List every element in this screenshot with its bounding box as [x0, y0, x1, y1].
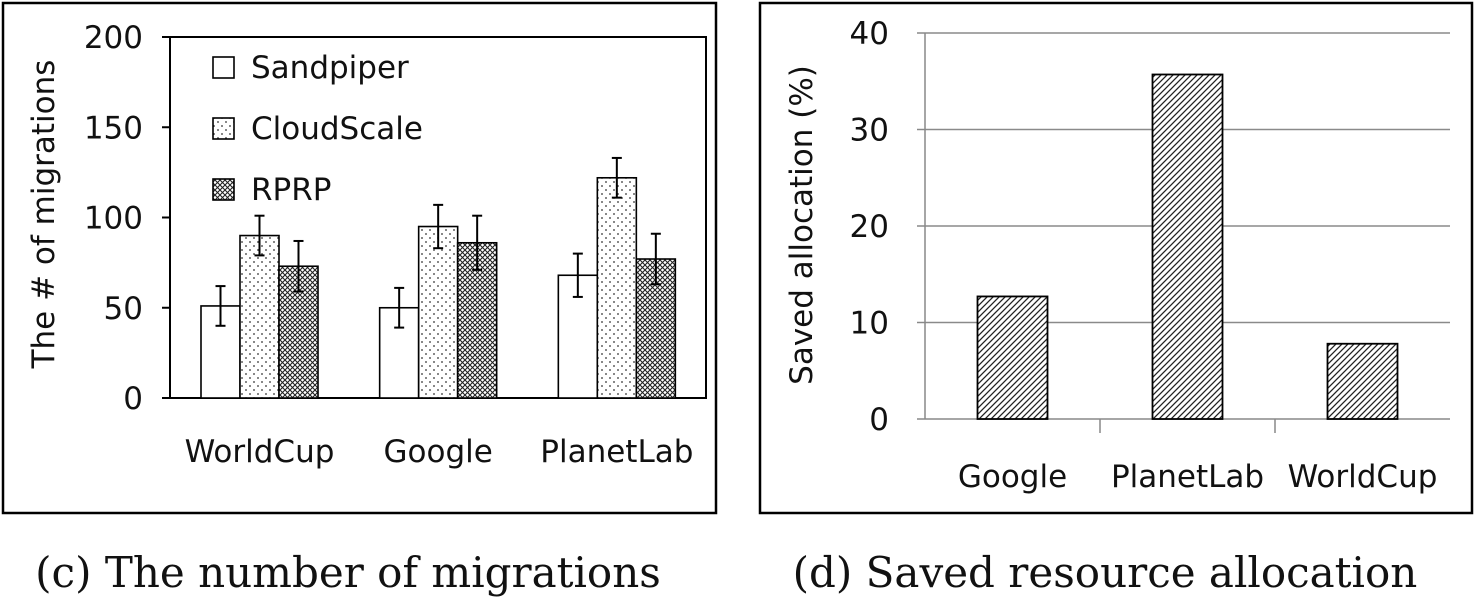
- chart-c-y-tick-label: 200: [84, 20, 143, 56]
- chart-c-y-axis-title: The # of migrations: [26, 60, 62, 370]
- chart-d-x-ticks: Google PlanetLab WorldCup: [958, 419, 1438, 495]
- chart-c-y-tick-label: 0: [123, 381, 143, 417]
- chart-d-bar-worldcup: [1326, 342, 1399, 420]
- chart-c-x-tick-label: Google: [384, 434, 493, 470]
- chart-d-caption: (d) Saved resource allocation: [793, 548, 1418, 597]
- saved-allocation-chart: Saved allocation (%) 0 10 20 30 40 Google Pla…: [758, 1, 1474, 597]
- chart-d-x-tick-label: Google: [958, 459, 1067, 495]
- chart-d-bars: [976, 73, 1399, 420]
- chart-d-outer-frame: [758, 1, 1474, 515]
- chart-d-bar-google: [976, 295, 1049, 420]
- chart-d-y-ticks: 0 10 20 30 40: [850, 16, 925, 438]
- chart-c-legend-label: RPRP: [251, 172, 331, 208]
- chart-c-error-bars: [215, 156, 661, 329]
- chart-d-y-tick-label: 0: [869, 402, 889, 438]
- chart-c-legend-swatch: [212, 56, 235, 79]
- chart-c-bar-cloudscale-google: [417, 225, 459, 399]
- chart-c-y-tick-label: 150: [84, 110, 143, 146]
- chart-c-x-tick-label: WorldCup: [185, 434, 335, 470]
- chart-c-y-ticks: 0 50 100 150 200: [84, 20, 170, 417]
- chart-d-y-tick-label: 10: [850, 306, 889, 342]
- chart-c-bar-cloudscale-planetlab: [596, 176, 638, 399]
- chart-d-y-axis-title: Saved allocation (%): [784, 65, 820, 385]
- chart-d-x-tick-label: PlanetLab: [1111, 459, 1264, 495]
- chart-c-outer-frame: [1, 1, 718, 515]
- chart-c-y-tick-label: 50: [104, 291, 143, 327]
- chart-c-bar-cloudscale-worldcup: [239, 234, 280, 399]
- chart-d-y-tick-label: 30: [850, 113, 889, 149]
- chart-d-x-tick-label: WorldCup: [1288, 459, 1438, 495]
- chart-c-y-tick-label: 100: [84, 201, 143, 237]
- chart-c-x-tick-label: PlanetLab: [540, 434, 693, 470]
- chart-d-y-tick-label: 20: [850, 209, 889, 245]
- chart-c-legend-label: Sandpiper: [251, 50, 409, 86]
- chart-c-x-ticks: WorldCup Google PlanetLab: [185, 434, 694, 470]
- chart-c-legend-swatch: [212, 178, 235, 201]
- chart-c-legend: Sandpiper CloudScale RPRP: [212, 50, 423, 208]
- chart-c-caption: (c) The number of migrations: [35, 548, 661, 597]
- chart-c-legend-label: CloudScale: [251, 111, 423, 147]
- chart-d-y-tick-label: 40: [850, 16, 889, 52]
- chart-d-bar-planetlab: [1151, 73, 1224, 420]
- chart-c-legend-swatch: [212, 117, 235, 140]
- migrations-chart: The # of migrations 0 50 100 150 200 WorldCu…: [1, 1, 718, 597]
